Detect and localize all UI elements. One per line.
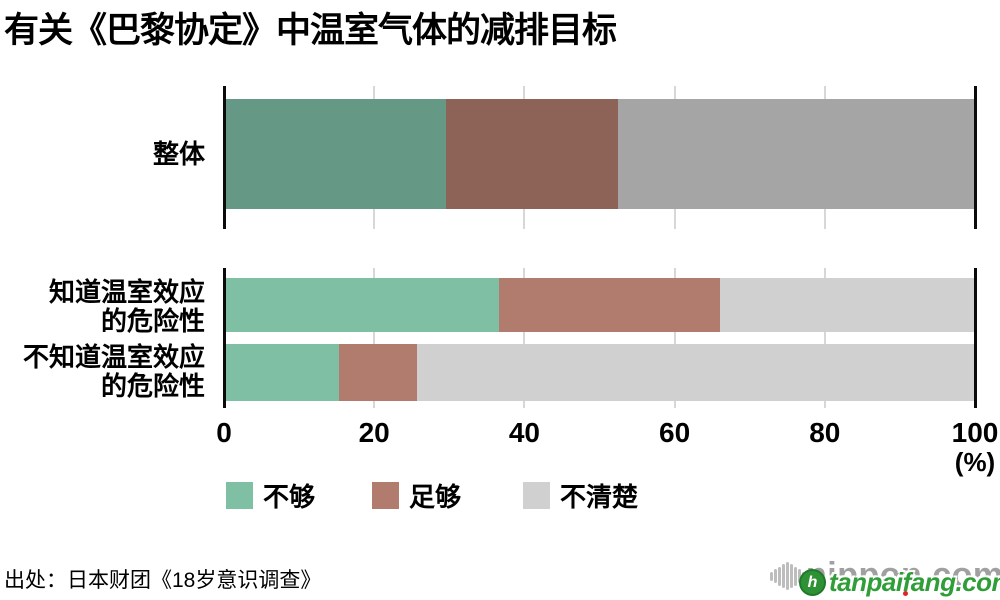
- axis-line-right: [973, 268, 977, 408]
- bar-segment-足够: [498, 278, 720, 332]
- category-label-line: 的危险性: [100, 306, 205, 336]
- category-label-overall: 整体: [152, 139, 205, 169]
- legend-item-enough: 足够: [372, 477, 461, 514]
- bar-segment-不够: [224, 278, 499, 332]
- bar-segment-足够: [445, 99, 619, 209]
- axis-line-left: [222, 268, 226, 408]
- axis-line-right: [973, 86, 977, 229]
- category-label-line: 知道温室效应: [48, 277, 205, 307]
- legend-swatch-enough: [372, 482, 399, 509]
- x-tick-label: 100: [951, 417, 999, 448]
- category-label-line: 的危险性: [100, 371, 205, 401]
- legend-label: 不够: [263, 482, 316, 512]
- x-axis: 0 20 40 60 80 100: [216, 417, 998, 449]
- x-tick-label: 40: [508, 417, 540, 448]
- tanpaifang-watermark-text: tanpaifang.com: [829, 567, 1000, 597]
- axis-line-left: [222, 86, 226, 229]
- axis-unit-label: (%): [954, 447, 996, 477]
- x-tick-label: 20: [358, 417, 390, 448]
- gridline: [373, 268, 376, 408]
- category-label-unaware: 不知道温室效应 的危险性: [23, 343, 205, 401]
- stacked-bar-unaware: [224, 344, 975, 401]
- bar-segment-不清楚: [719, 278, 975, 332]
- legend-swatch-unclear: [523, 482, 550, 509]
- category-label-aware: 知道温室效应 的危险性: [49, 278, 205, 336]
- tanpaifang-watermark: h tanpaifang.com: [799, 567, 1000, 598]
- stacked-bar-overall: [224, 99, 975, 209]
- bar-group-overall: [222, 86, 977, 229]
- bar-segment-不够: [224, 344, 339, 401]
- gridline: [523, 268, 526, 408]
- x-tick-label: 0: [216, 417, 232, 448]
- bar-group-awareness: [222, 268, 977, 408]
- stacked-bar-aware: [224, 278, 975, 332]
- bar-segment-不清楚: [618, 99, 975, 209]
- legend-label: 足够: [409, 482, 462, 512]
- chart-title: 有关《巴黎协定》中温室气体的减排目标: [4, 11, 617, 50]
- bar-segment-足够: [338, 344, 417, 401]
- legend-swatch-not-enough: [226, 482, 253, 509]
- x-tick-label: 60: [659, 417, 691, 448]
- gridline: [823, 268, 826, 408]
- legend-label: 不清楚: [560, 482, 639, 512]
- red-dot-icon: [903, 591, 908, 596]
- gridline: [673, 268, 676, 408]
- legend-item-unclear: 不清楚: [523, 477, 638, 514]
- category-label-line: 不知道温室效应: [22, 342, 205, 372]
- legend-item-not-enough: 不够: [226, 477, 315, 514]
- source-note: 出处：日本财团《18岁意识调查》: [4, 569, 322, 592]
- bar-segment-不够: [224, 99, 446, 209]
- bar-segment-不清楚: [416, 344, 975, 401]
- nippon-watermark-text: nippon.com: [806, 556, 1000, 594]
- tanpaifang-logo-icon: h: [799, 569, 826, 596]
- x-tick-label: 80: [809, 417, 841, 448]
